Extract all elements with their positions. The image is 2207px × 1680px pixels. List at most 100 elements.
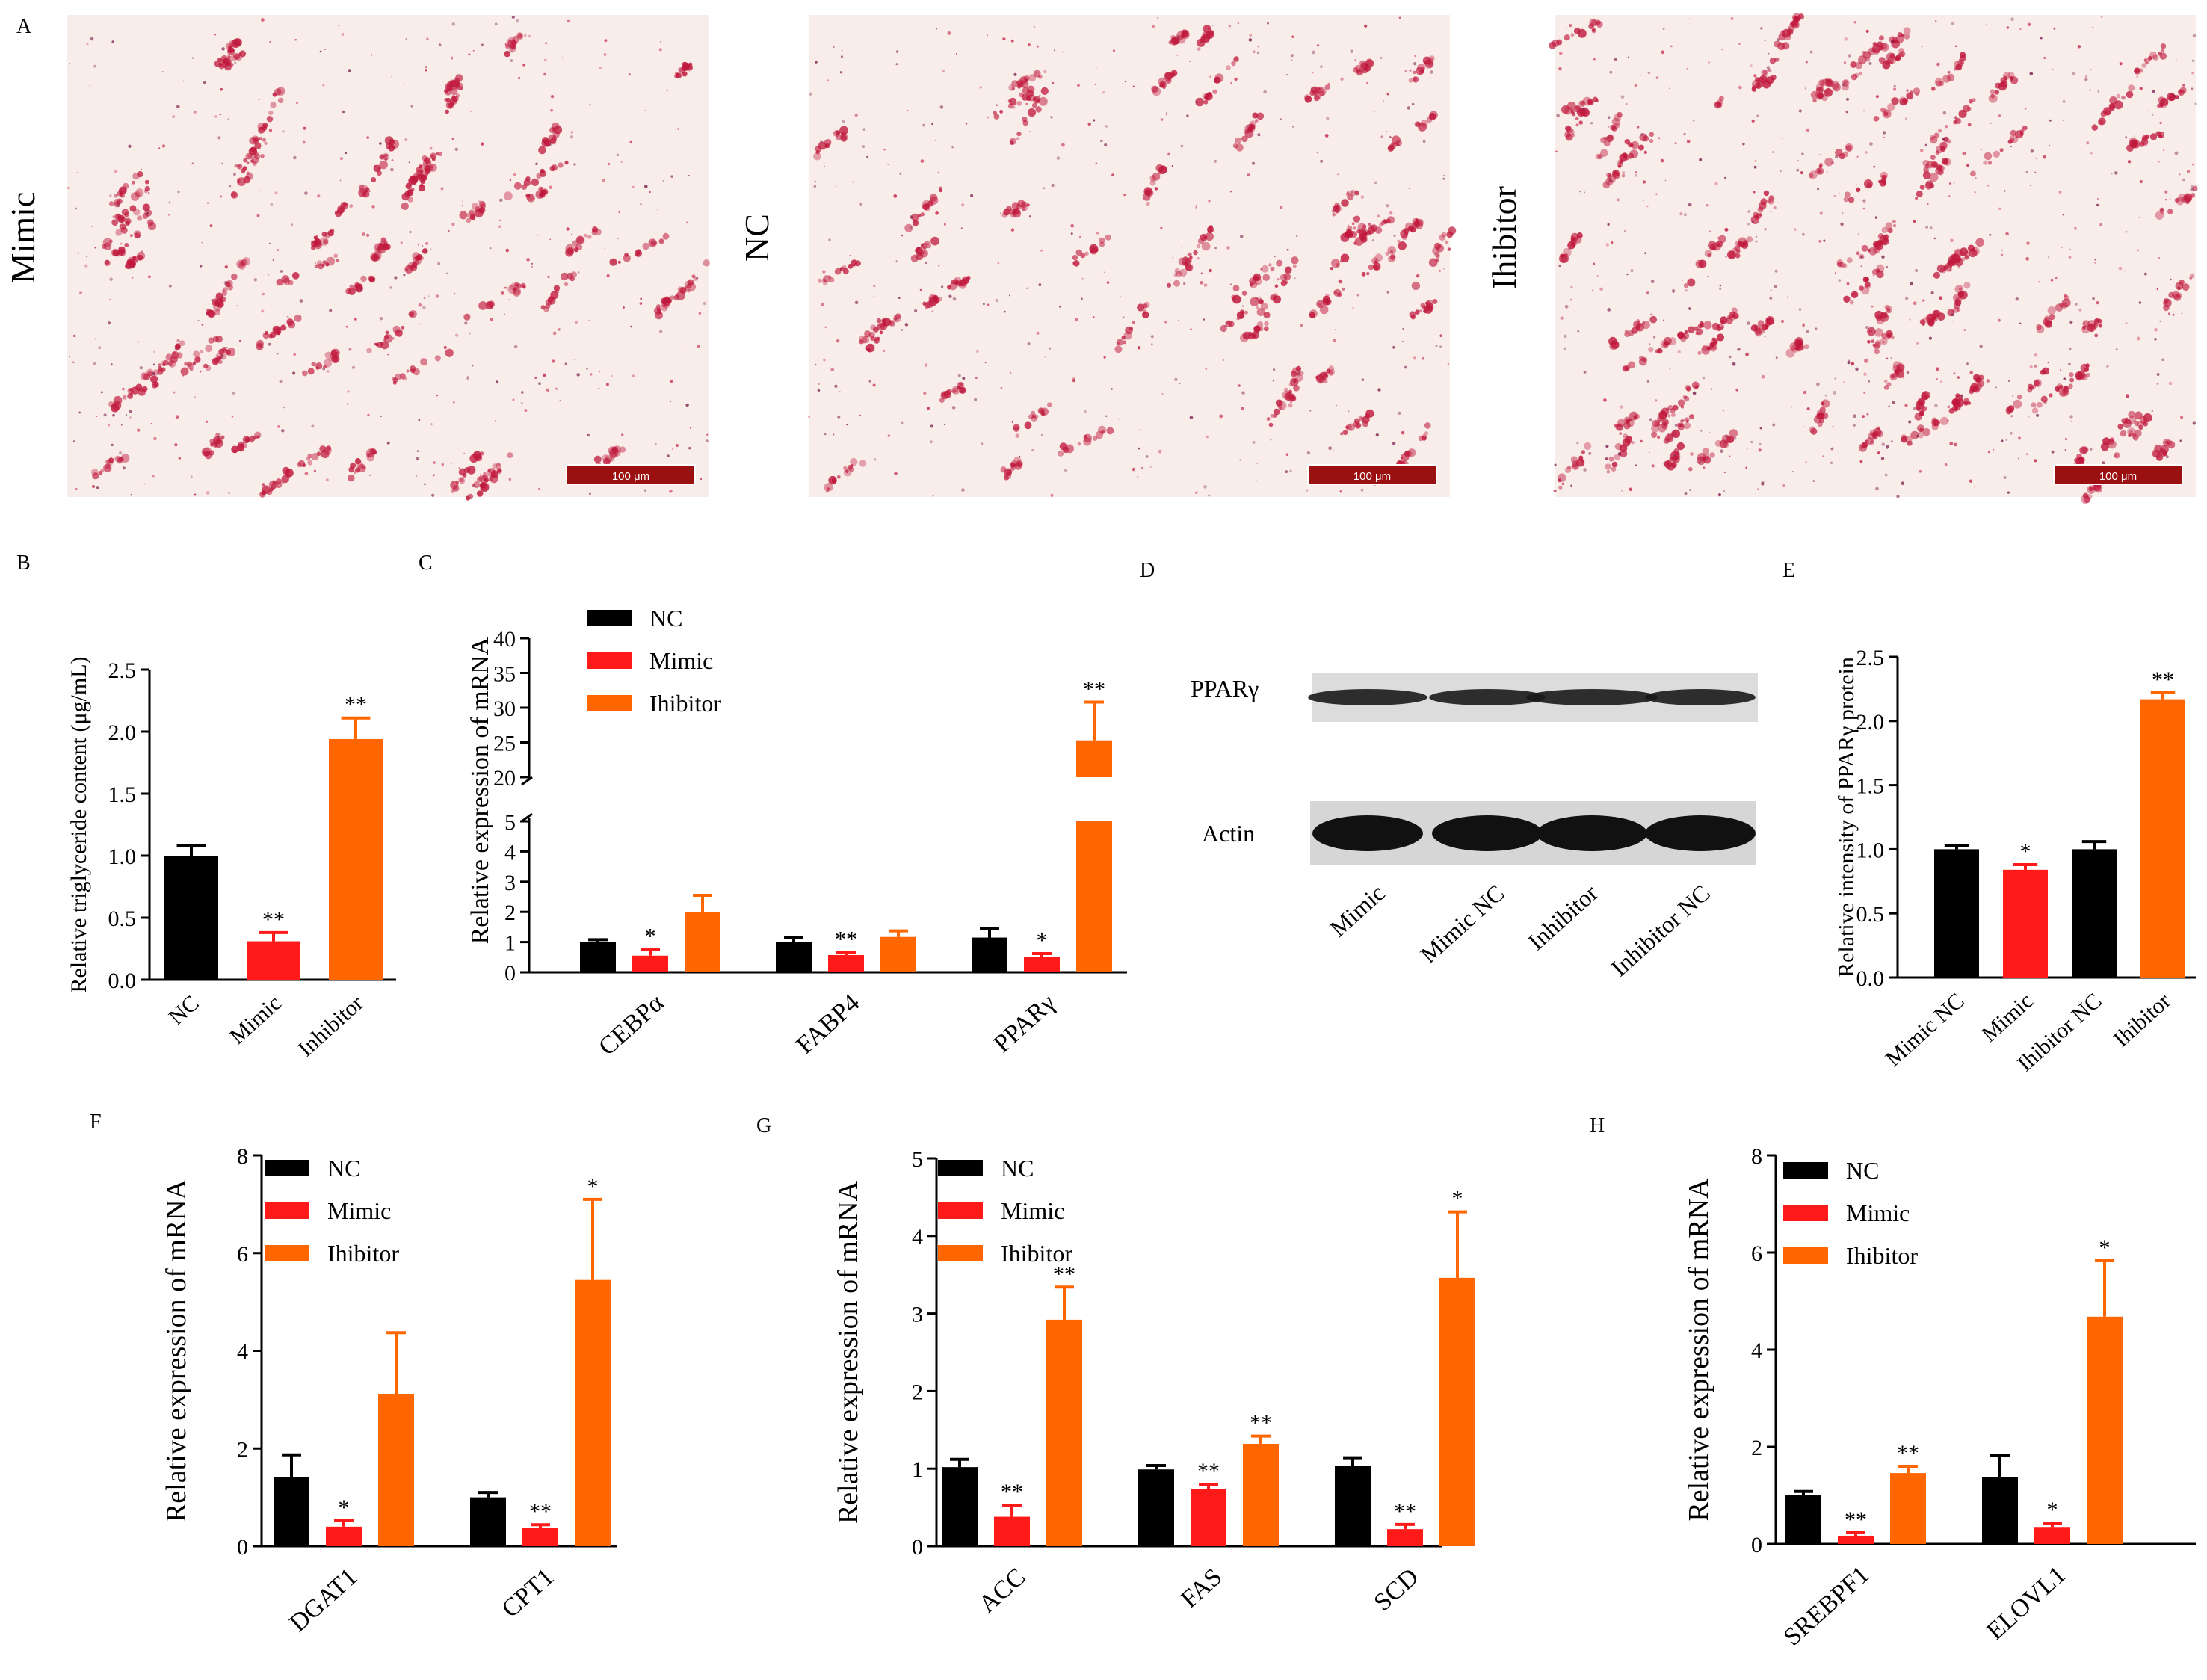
stain-dot	[1611, 466, 1617, 472]
stain-speck	[1966, 362, 1969, 365]
stain-speck	[1383, 100, 1385, 102]
stain-speck	[2138, 216, 2140, 219]
stain-speck	[937, 171, 940, 174]
stain-speck	[1237, 22, 1240, 25]
stain-dot	[307, 368, 315, 375]
stain-speck	[197, 320, 200, 322]
stain-dot	[1564, 34, 1570, 41]
stain-speck	[1044, 356, 1046, 358]
stain-speck	[1040, 249, 1043, 252]
stain-dot	[850, 464, 854, 468]
stain-dot	[1729, 311, 1736, 318]
stain-speck	[93, 362, 96, 365]
stain-dot	[288, 280, 294, 285]
stain-dot	[229, 63, 234, 67]
stain-dot	[1276, 259, 1283, 267]
stain-dot	[1288, 403, 1293, 408]
stain-speck	[1564, 304, 1569, 309]
stain-speck	[2138, 301, 2142, 304]
stain-dot	[1017, 200, 1025, 208]
stain-speck	[1686, 139, 1691, 143]
stain-speck	[206, 202, 209, 205]
stain-dot	[1919, 185, 1925, 190]
stain-speck	[1658, 137, 1661, 140]
stain-dot	[1874, 349, 1880, 355]
stain-speck	[1735, 389, 1738, 392]
stain-speck	[828, 238, 831, 241]
x-tick-label: Ihibitor	[2109, 989, 2176, 1052]
stain-dot	[1917, 431, 1924, 439]
stain-dot	[1768, 199, 1774, 205]
stain-speck	[1842, 381, 1845, 383]
stain-dot	[1270, 266, 1275, 271]
stain-dot	[1724, 227, 1729, 232]
stain-dot	[1333, 288, 1342, 297]
stain-speck	[839, 391, 841, 393]
stain-dot	[266, 116, 274, 123]
stain-dot	[1944, 125, 1948, 129]
stain-speck	[390, 167, 394, 172]
stain-speck	[450, 462, 452, 464]
stain-dot	[220, 296, 226, 303]
stain-speck	[1626, 274, 1629, 276]
stain-dot	[1896, 363, 1905, 372]
stain-speck	[1306, 451, 1311, 455]
stain-dot	[1910, 430, 1919, 439]
stain-dot	[371, 177, 377, 182]
stain-speck	[1554, 463, 1557, 466]
stain-speck	[339, 179, 342, 182]
stain-dot	[1121, 336, 1126, 340]
stain-speck	[2030, 149, 2034, 153]
stain-dot	[1264, 326, 1269, 332]
stain-speck	[143, 483, 146, 485]
series-0-bar	[972, 937, 1007, 972]
stain-dot	[294, 314, 302, 322]
stain-speck	[490, 247, 492, 250]
stain-dot	[495, 463, 501, 469]
stain-dot	[1445, 240, 1448, 244]
stain-speck	[564, 362, 568, 366]
scale-bar-label: 100 μm	[2099, 470, 2137, 483]
stain-dot	[1836, 262, 1843, 268]
stain-dot	[2069, 372, 2074, 377]
stain-dot	[1967, 401, 1972, 405]
stain-dot	[430, 152, 436, 159]
stain-dot	[1658, 410, 1667, 419]
stain-dot	[226, 280, 233, 287]
stain-speck	[168, 284, 172, 288]
stain-dot	[408, 311, 415, 318]
stain-dot	[1436, 244, 1445, 253]
stain-dot	[1624, 139, 1630, 145]
stain-dot	[1031, 414, 1037, 419]
stain-dot	[1954, 299, 1959, 304]
stain-speck	[1619, 432, 1622, 435]
stain-dot	[1304, 96, 1312, 103]
stain-speck	[1738, 43, 1741, 45]
stain-dot	[1824, 89, 1830, 95]
stain-speck	[1160, 226, 1163, 229]
stain-speck	[1077, 84, 1080, 87]
stain-dot	[1615, 423, 1623, 431]
stain-speck	[1028, 43, 1031, 46]
stain-dot	[395, 329, 403, 337]
stain-speck	[1980, 148, 1982, 151]
stain-speck	[1843, 61, 1846, 64]
stain-dot	[1791, 20, 1800, 29]
stain-speck	[598, 387, 600, 390]
stain-speck	[430, 147, 433, 150]
stain-speck	[1677, 350, 1681, 353]
stain-speck	[177, 191, 180, 194]
stain-dot	[573, 247, 579, 253]
stain-dot	[354, 282, 360, 288]
stain-speck	[498, 225, 501, 229]
stain-speck	[1409, 69, 1412, 72]
stain-dot	[1955, 64, 1963, 71]
stain-dot	[1205, 232, 1214, 241]
stain-speck	[526, 258, 530, 262]
stain-speck	[435, 294, 439, 298]
stain-dot	[1899, 98, 1907, 106]
stain-speck	[1348, 410, 1350, 413]
stain-dot	[98, 471, 103, 475]
stain-speck	[108, 424, 111, 427]
stain-speck	[1214, 159, 1217, 163]
